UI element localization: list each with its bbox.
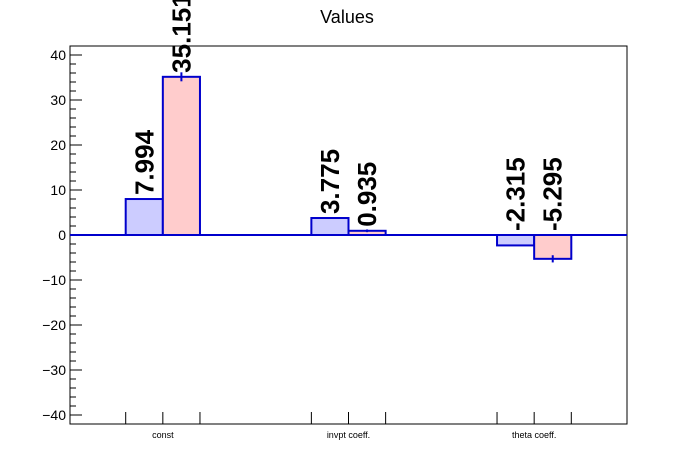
bar <box>496 234 536 247</box>
y-tick-label: −30 <box>42 362 66 378</box>
x-category-label: const <box>152 430 174 440</box>
y-tick-label: 40 <box>50 47 66 63</box>
value-label: -5.295 <box>538 157 568 231</box>
y-tick-label: −10 <box>42 272 66 288</box>
plot-area: −40 −30 −20 −10 0 10 20 30 40 7.994 3.775 -2.315 35.… <box>42 0 628 440</box>
value-label: 35.151 <box>166 0 196 73</box>
y-tick-label: −20 <box>42 317 66 333</box>
bar <box>161 75 201 237</box>
y-tick-label: 10 <box>50 182 66 198</box>
y-tick-label: 20 <box>50 137 66 153</box>
bar <box>310 217 350 236</box>
value-label: -2.315 <box>501 157 531 231</box>
chart-title: Values <box>320 7 374 27</box>
x-category-label: theta coeff. <box>512 430 556 440</box>
bar <box>124 198 164 236</box>
value-label: 3.775 <box>315 149 345 214</box>
value-label: 7.994 <box>129 129 159 195</box>
y-tick-label: 0 <box>58 227 66 243</box>
value-label: 0.935 <box>352 162 382 227</box>
x-category-label: invpt coeff. <box>327 430 370 440</box>
y-tick-label: −40 <box>42 407 66 423</box>
y-tick-label: 30 <box>50 92 66 108</box>
